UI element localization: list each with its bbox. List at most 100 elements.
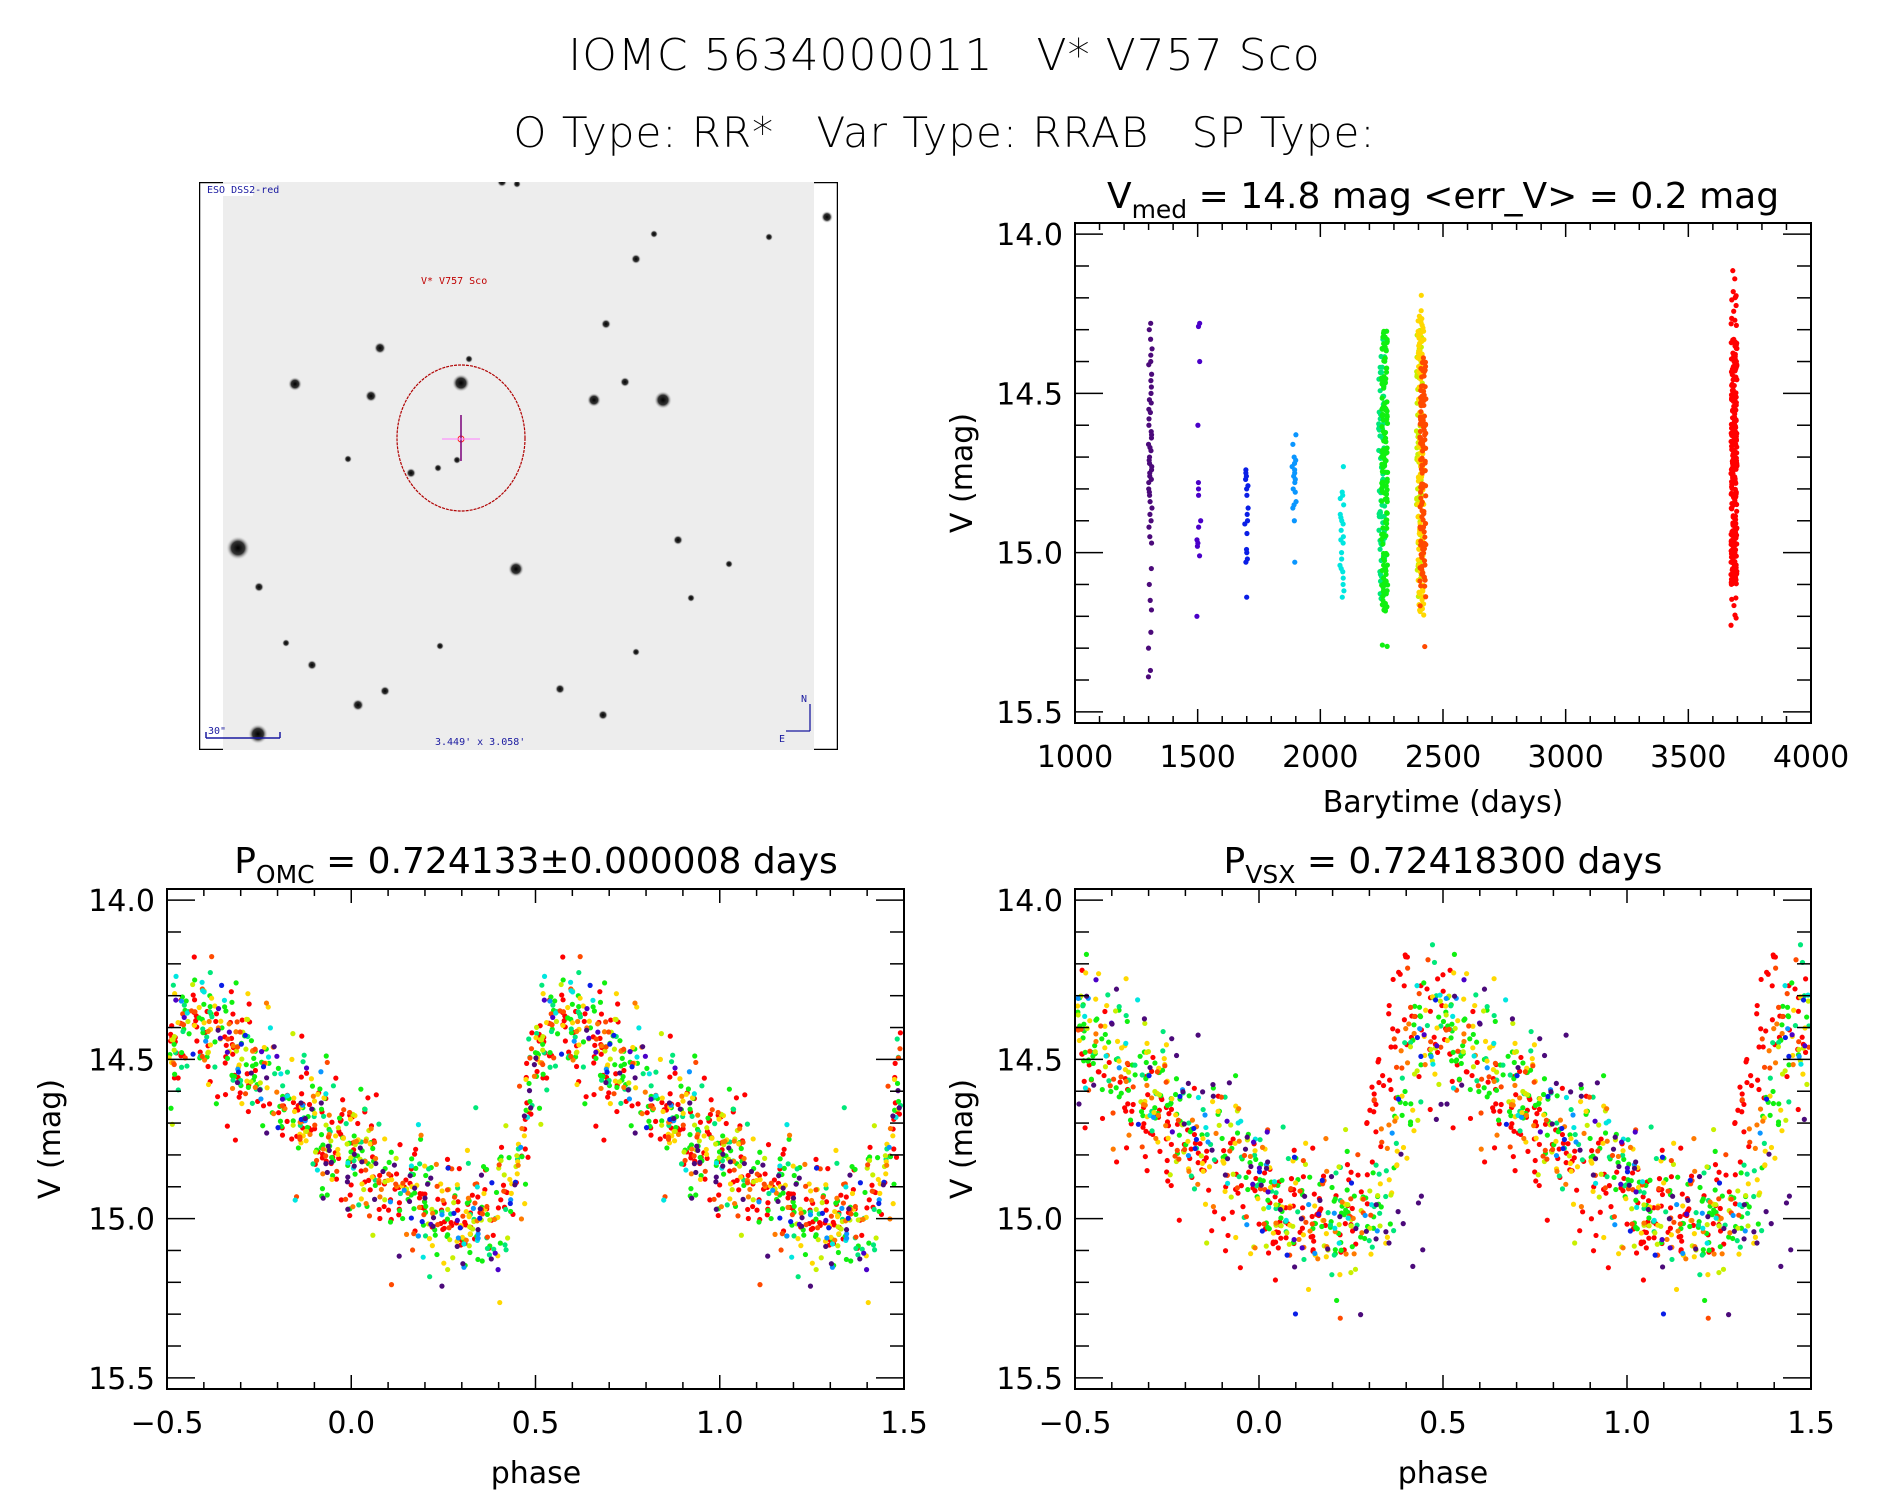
- data-point: [1209, 1228, 1215, 1234]
- data-point: [438, 1207, 445, 1213]
- data-point: [461, 1241, 467, 1247]
- data-point: [776, 1173, 782, 1179]
- data-point: [306, 1101, 313, 1108]
- data-point: [362, 1106, 368, 1112]
- data-point: [807, 1209, 814, 1215]
- data-point: [303, 1138, 309, 1144]
- data-point: [1645, 1219, 1651, 1225]
- data-point: [1348, 1223, 1354, 1229]
- data-point: [1082, 1125, 1088, 1131]
- data-point: [449, 1166, 455, 1172]
- data-point: [315, 1091, 321, 1097]
- data-point: [1420, 388, 1427, 395]
- data-point: [1293, 457, 1299, 463]
- data-point: [1484, 1094, 1490, 1100]
- data-point: [1732, 486, 1738, 493]
- data-point: [1337, 495, 1343, 502]
- data-point: [1496, 1121, 1502, 1127]
- data-point: [730, 1109, 736, 1115]
- sky-star: [513, 182, 521, 188]
- data-point: [1733, 375, 1739, 381]
- data-point: [1148, 378, 1154, 384]
- data-point: [382, 1165, 388, 1172]
- data-point: [611, 1046, 618, 1052]
- data-point: [1770, 952, 1776, 958]
- data-point: [253, 1086, 259, 1092]
- data-point: [715, 1206, 721, 1212]
- data-point: [1379, 454, 1386, 460]
- data-point: [409, 1247, 416, 1253]
- data-point: [1730, 566, 1736, 572]
- data-point: [352, 1171, 358, 1177]
- data-point: [358, 1168, 364, 1174]
- data-point: [1420, 487, 1426, 493]
- data-point: [1448, 1035, 1454, 1041]
- data-point: [1731, 453, 1737, 459]
- data-point: [559, 992, 565, 998]
- data-point: [236, 1062, 242, 1068]
- data-point: [533, 1024, 540, 1030]
- data-point: [332, 1150, 338, 1156]
- data-point: [1733, 342, 1739, 349]
- data-point: [1730, 456, 1736, 463]
- data-point: [1778, 1263, 1784, 1269]
- data-point: [1310, 1248, 1316, 1254]
- data-point: [1732, 356, 1738, 362]
- data-point: [548, 1011, 554, 1017]
- data-point: [537, 1059, 543, 1066]
- data-point: [1739, 1098, 1745, 1104]
- data-point: [1748, 1082, 1755, 1089]
- data-point: [1088, 1076, 1095, 1082]
- data-point: [1608, 1204, 1614, 1210]
- sky-star: [365, 390, 377, 402]
- data-point: [671, 1128, 677, 1135]
- data-point: [727, 1139, 733, 1145]
- data-point: [1376, 409, 1382, 415]
- data-point: [1497, 1062, 1503, 1068]
- data-point: [573, 1043, 580, 1049]
- data-point: [249, 1048, 256, 1054]
- data-point: [422, 1163, 428, 1169]
- data-point: [1380, 334, 1386, 340]
- data-point: [1799, 959, 1806, 966]
- data-point: [249, 1063, 256, 1069]
- data-point: [1402, 1040, 1408, 1046]
- data-point: [1544, 1217, 1550, 1223]
- data-point: [551, 1055, 557, 1061]
- data-point: [1729, 553, 1736, 559]
- data-point: [780, 1228, 787, 1234]
- data-point: [680, 1113, 686, 1120]
- data-point: [1659, 1240, 1665, 1247]
- data-point: [1732, 438, 1738, 444]
- data-point: [1196, 524, 1202, 530]
- data-point: [1340, 521, 1346, 527]
- data-point: [1333, 1193, 1339, 1199]
- data-point: [739, 1138, 746, 1144]
- data-point: [1099, 1086, 1105, 1093]
- data-point: [684, 1149, 690, 1155]
- data-point: [1095, 1069, 1101, 1075]
- data-point: [261, 1044, 267, 1051]
- data-point: [474, 1181, 480, 1187]
- data-point: [1312, 1203, 1318, 1209]
- data-point: [366, 1177, 372, 1183]
- data-point: [521, 1113, 527, 1119]
- data-point: [661, 1197, 667, 1203]
- data-point: [368, 1140, 374, 1146]
- data-point: [1296, 1236, 1302, 1243]
- data-point: [1520, 1105, 1526, 1111]
- data-point: [1619, 1244, 1625, 1250]
- data-point: [869, 1182, 875, 1188]
- data-point: [1731, 464, 1737, 470]
- data-point: [223, 1054, 229, 1060]
- data-point: [1158, 1092, 1164, 1099]
- data-point: [1191, 1085, 1197, 1091]
- data-point: [462, 1262, 468, 1269]
- data-point: [1730, 577, 1736, 583]
- data-point: [806, 1181, 812, 1187]
- data-point: [1732, 529, 1739, 536]
- data-point: [1148, 476, 1154, 482]
- data-point: [1420, 536, 1426, 542]
- data-point: [226, 1021, 232, 1027]
- data-point: [833, 1147, 839, 1153]
